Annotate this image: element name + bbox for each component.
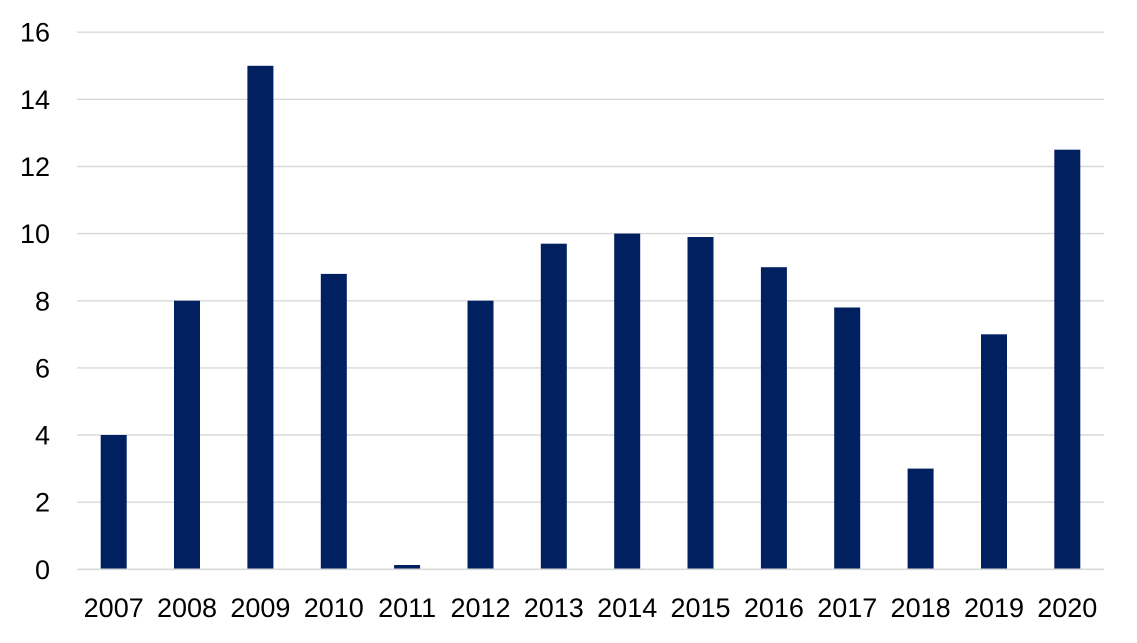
svg-text:2: 2 xyxy=(35,488,50,518)
svg-text:2008: 2008 xyxy=(157,593,217,623)
svg-text:14: 14 xyxy=(20,85,50,115)
svg-text:6: 6 xyxy=(35,353,50,383)
svg-text:4: 4 xyxy=(35,421,50,451)
svg-text:16: 16 xyxy=(20,18,50,48)
svg-text:2020: 2020 xyxy=(1037,593,1097,623)
svg-text:2007: 2007 xyxy=(84,593,144,623)
svg-text:2019: 2019 xyxy=(964,593,1024,623)
svg-text:2015: 2015 xyxy=(670,593,730,623)
svg-text:2014: 2014 xyxy=(597,593,657,623)
svg-text:2018: 2018 xyxy=(891,593,951,623)
svg-text:2017: 2017 xyxy=(817,593,877,623)
svg-text:2016: 2016 xyxy=(744,593,804,623)
svg-text:12: 12 xyxy=(20,152,50,182)
svg-text:2009: 2009 xyxy=(230,593,290,623)
svg-text:2012: 2012 xyxy=(450,593,510,623)
svg-text:8: 8 xyxy=(35,286,50,316)
svg-text:2010: 2010 xyxy=(304,593,364,623)
svg-text:0: 0 xyxy=(35,555,50,585)
svg-text:2011: 2011 xyxy=(378,593,436,623)
svg-text:10: 10 xyxy=(20,219,50,249)
svg-text:2013: 2013 xyxy=(524,593,584,623)
